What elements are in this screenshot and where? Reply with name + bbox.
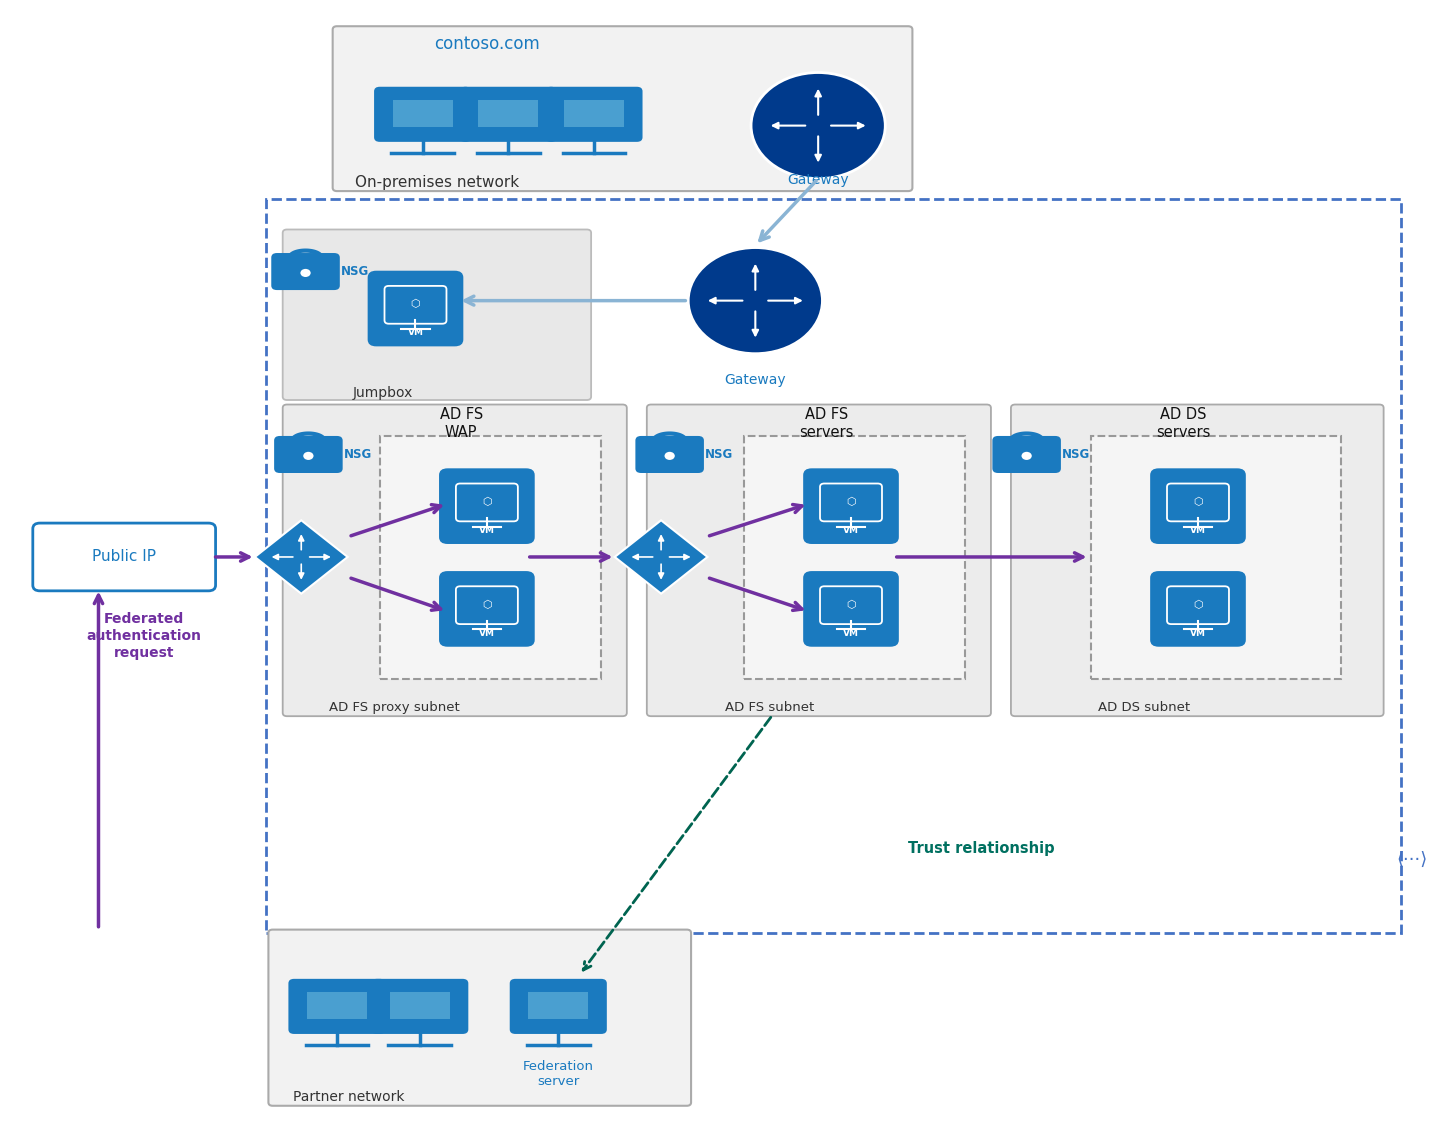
Bar — [479, 100, 539, 127]
Text: Partner network: Partner network — [292, 1090, 404, 1104]
Bar — [390, 992, 450, 1019]
FancyBboxPatch shape — [268, 929, 691, 1106]
Text: AD FS
servers: AD FS servers — [800, 408, 854, 440]
Bar — [265, 199, 1400, 933]
Polygon shape — [255, 521, 348, 593]
Bar — [380, 436, 600, 679]
FancyBboxPatch shape — [635, 436, 704, 473]
Text: Federation
server: Federation server — [523, 1061, 593, 1088]
Text: NSG: NSG — [341, 265, 370, 278]
Text: ⬡: ⬡ — [1194, 600, 1202, 609]
FancyBboxPatch shape — [368, 271, 463, 346]
Text: NSG: NSG — [344, 448, 373, 461]
Text: VM: VM — [843, 526, 858, 535]
FancyBboxPatch shape — [546, 87, 642, 142]
Text: NSG: NSG — [705, 448, 734, 461]
Circle shape — [665, 452, 675, 460]
Text: Gateway: Gateway — [725, 372, 787, 387]
Text: ⬡: ⬡ — [481, 600, 492, 609]
Text: AD FS subnet: AD FS subnet — [725, 701, 814, 713]
FancyBboxPatch shape — [1151, 469, 1245, 544]
Text: AD FS
WAP: AD FS WAP — [440, 408, 483, 440]
FancyBboxPatch shape — [460, 87, 557, 142]
FancyBboxPatch shape — [1010, 404, 1384, 717]
Text: VM: VM — [479, 628, 494, 637]
FancyBboxPatch shape — [993, 436, 1060, 473]
Text: Public IP: Public IP — [92, 549, 156, 565]
FancyBboxPatch shape — [646, 404, 992, 717]
Text: AD DS subnet: AD DS subnet — [1098, 701, 1189, 713]
Text: AD FS proxy subnet: AD FS proxy subnet — [328, 701, 460, 713]
Text: Jumpbox: Jumpbox — [353, 386, 413, 401]
Text: Federated
authentication
request: Federated authentication request — [86, 611, 202, 660]
FancyBboxPatch shape — [274, 436, 342, 473]
Text: VM: VM — [479, 526, 494, 535]
Text: ⬡: ⬡ — [1194, 497, 1202, 507]
Circle shape — [688, 248, 823, 353]
Text: ⬡: ⬡ — [411, 299, 420, 309]
FancyBboxPatch shape — [332, 26, 913, 191]
Text: ⬡: ⬡ — [481, 497, 492, 507]
Circle shape — [1022, 452, 1032, 460]
FancyBboxPatch shape — [438, 571, 535, 646]
Text: AD DS
servers: AD DS servers — [1156, 408, 1211, 440]
Text: ⬡: ⬡ — [845, 497, 856, 507]
Text: VM: VM — [1189, 526, 1207, 535]
Bar — [1091, 436, 1341, 679]
Text: contoso.com: contoso.com — [434, 35, 540, 53]
Text: On-premises network: On-premises network — [355, 174, 519, 189]
Bar — [565, 100, 623, 127]
Text: Gateway: Gateway — [787, 173, 848, 187]
Text: VM: VM — [407, 328, 424, 337]
Text: VM: VM — [1189, 628, 1207, 637]
FancyBboxPatch shape — [802, 571, 898, 646]
FancyBboxPatch shape — [510, 979, 606, 1034]
Text: NSG: NSG — [1062, 448, 1091, 461]
Circle shape — [304, 452, 314, 460]
Bar — [744, 436, 966, 679]
Text: Trust relationship: Trust relationship — [909, 841, 1055, 856]
FancyBboxPatch shape — [271, 254, 340, 290]
FancyBboxPatch shape — [33, 523, 215, 591]
Bar — [393, 100, 453, 127]
FancyBboxPatch shape — [438, 469, 535, 544]
Text: ⬡: ⬡ — [845, 600, 856, 609]
Bar — [529, 992, 589, 1019]
Circle shape — [751, 72, 886, 179]
FancyBboxPatch shape — [282, 404, 626, 717]
Circle shape — [301, 269, 311, 277]
FancyBboxPatch shape — [802, 469, 898, 544]
FancyBboxPatch shape — [371, 979, 469, 1034]
Text: VM: VM — [843, 628, 858, 637]
Text: ⟨···⟩: ⟨···⟩ — [1397, 850, 1427, 868]
FancyBboxPatch shape — [374, 87, 471, 142]
Bar — [307, 992, 367, 1019]
FancyBboxPatch shape — [282, 230, 592, 400]
Polygon shape — [615, 521, 708, 593]
FancyBboxPatch shape — [1151, 571, 1245, 646]
FancyBboxPatch shape — [288, 979, 385, 1034]
